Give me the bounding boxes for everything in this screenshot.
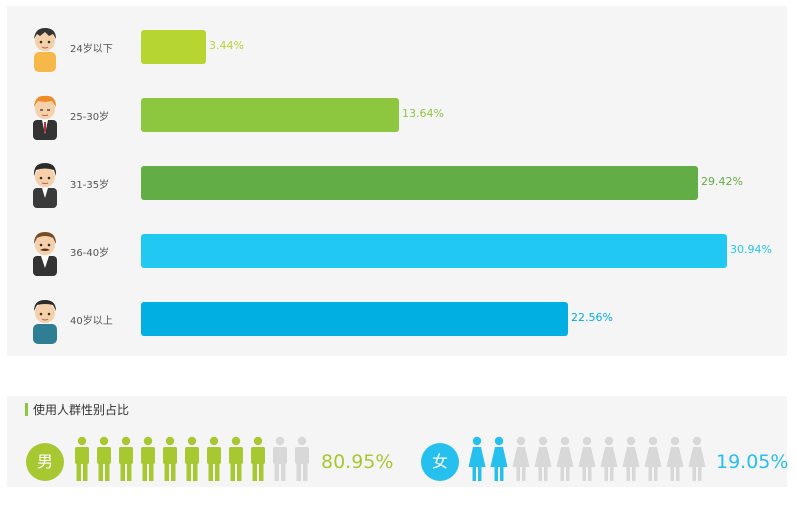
age-bar: [141, 30, 206, 64]
male-figure-icon-filled: [141, 436, 155, 481]
female-figure-icon-empty: [578, 436, 596, 481]
age-value-label: 30.94%: [730, 243, 772, 256]
boy-avatar-icon: [34, 28, 56, 72]
male-badge: 男: [26, 443, 64, 481]
casual-man-avatar-icon: [33, 300, 57, 344]
age-bar: [141, 166, 698, 200]
female-percentage: 19.05%: [716, 451, 789, 473]
male-figure-icon-filled: [97, 436, 111, 481]
male-percentage: 80.95%: [321, 451, 394, 473]
male-figure-icon-filled: [163, 436, 177, 481]
title-accent-bar: [25, 403, 28, 416]
age-value-label: 22.56%: [571, 311, 613, 324]
age-row: 36-40岁 30.94%: [7, 220, 787, 280]
female-figure-icon-empty: [534, 436, 552, 481]
orange-hair-man-avatar-icon: [33, 95, 57, 140]
female-figure-icon-empty: [556, 436, 574, 481]
age-label: 31-35岁: [70, 180, 110, 191]
age-row: 25-30岁 13.64%: [7, 84, 787, 144]
age-value-label: 13.64%: [402, 107, 444, 120]
age-distribution-chart: 24岁以下 3.44% 25-30岁 13.64% 31-35岁 29.42%: [7, 6, 787, 356]
female-figure-icon-empty: [600, 436, 618, 481]
male-figure-icon-filled: [185, 436, 199, 481]
female-figure-icon-empty: [688, 436, 706, 481]
gender-section-title: 使用人群性别占比: [33, 403, 130, 417]
suit-man-avatar-icon: [33, 163, 57, 208]
mustache-man-avatar-icon: [33, 232, 57, 276]
age-label: 24岁以下: [70, 44, 113, 55]
age-label: 25-30岁: [70, 112, 110, 123]
female-badge: 女: [421, 443, 459, 481]
female-figure-icon-empty: [512, 436, 530, 481]
male-figure-icon-empty: [273, 436, 287, 481]
male-figure-icon-filled: [251, 436, 265, 481]
age-value-label: 29.42%: [701, 175, 743, 188]
age-bar: [141, 302, 568, 336]
age-row: 31-35岁 29.42%: [7, 152, 787, 212]
male-figure-icon-filled: [75, 436, 89, 481]
age-label: 36-40岁: [70, 248, 110, 259]
female-figure-icon-empty: [644, 436, 662, 481]
female-figure-icon-filled: [468, 436, 486, 481]
age-row: 24岁以下 3.44%: [7, 16, 787, 76]
age-row: 40岁以上 22.56%: [7, 288, 787, 348]
age-bar: [141, 234, 727, 268]
male-figure-icon-filled: [229, 436, 243, 481]
age-value-label: 3.44%: [209, 39, 244, 52]
male-figure-icon-filled: [207, 436, 221, 481]
gender-ratio-panel: 使用人群性别占比 男 80.95% 女 19.05%: [7, 396, 789, 487]
male-figure-icon-filled: [119, 436, 133, 481]
female-figure-icon-empty: [622, 436, 640, 481]
female-figure-icon-filled: [490, 436, 508, 481]
age-bar: [141, 98, 399, 132]
female-figure-icon-empty: [666, 436, 684, 481]
age-label: 40岁以上: [70, 316, 113, 327]
male-figure-icon-empty: [295, 436, 309, 481]
